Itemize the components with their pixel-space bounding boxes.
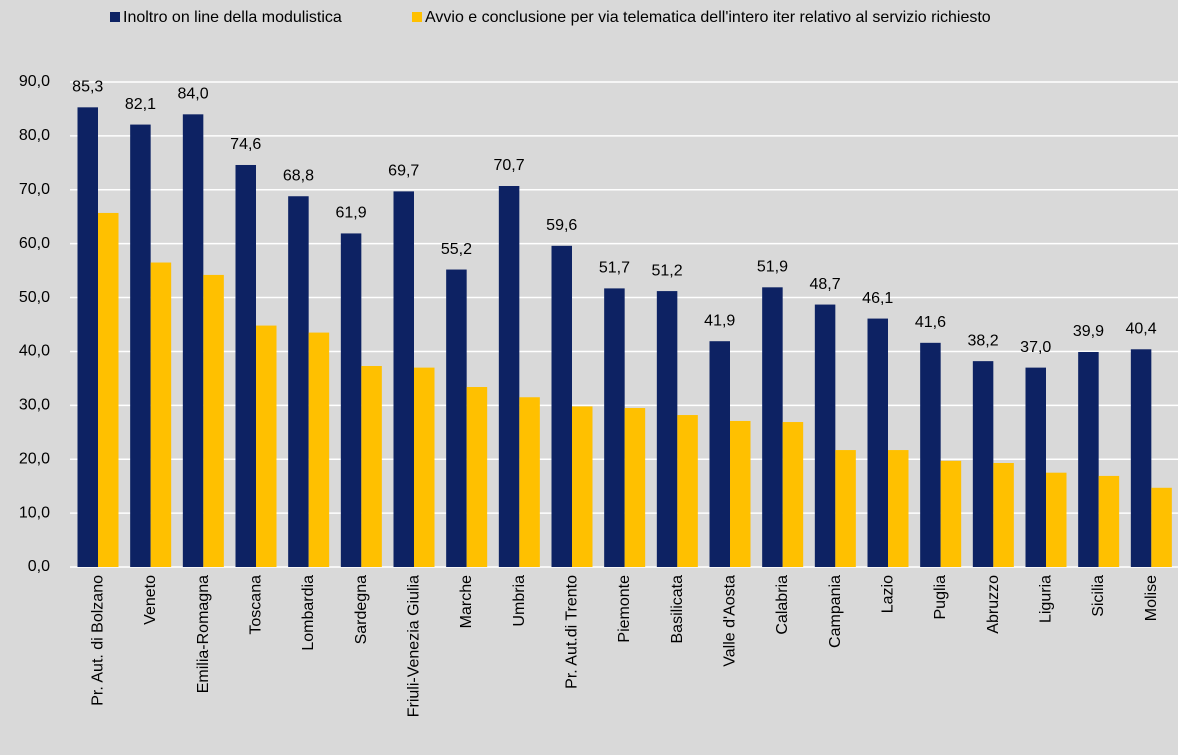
bar [782, 422, 804, 567]
bar [203, 274, 224, 567]
value-label: 38,2 [968, 332, 999, 349]
bar [1098, 475, 1120, 567]
y-tick-label: 90,0 [19, 73, 50, 90]
x-tick-label: Calabria [774, 575, 791, 635]
bar [867, 318, 888, 567]
y-tick-label: 0,0 [28, 558, 50, 575]
bar [130, 124, 151, 568]
bar [98, 212, 119, 567]
bar [308, 332, 330, 567]
x-tick-label: Basilicata [669, 575, 686, 644]
bar [288, 196, 309, 567]
value-label: 41,9 [704, 312, 735, 329]
x-tick-label: Veneto [142, 575, 159, 625]
bar [235, 164, 256, 567]
x-tick-label: Lazio [880, 575, 897, 613]
bar [519, 397, 540, 567]
bar [182, 114, 204, 567]
x-tick-label: Friuli-Venezia Giulia [406, 575, 423, 717]
x-tick-label: Piemonte [616, 575, 633, 643]
bar [551, 245, 572, 568]
x-tick-label: Sardegna [353, 575, 370, 644]
value-label: 55,2 [441, 241, 472, 258]
y-tick-label: 80,0 [19, 127, 50, 144]
value-label: 41,6 [915, 314, 946, 331]
value-label: 37,0 [1020, 339, 1051, 356]
x-tick-label: Abruzzo [985, 575, 1002, 634]
bar [340, 233, 362, 567]
value-label: 51,2 [652, 262, 683, 279]
x-tick-label: Valle d'Aosta [722, 575, 739, 667]
bar [730, 420, 751, 567]
x-tick-label: Marche [458, 575, 475, 628]
bar [624, 408, 646, 567]
bar [1130, 349, 1152, 567]
x-tick-label: Lombardia [300, 575, 317, 651]
bar [920, 342, 941, 567]
value-label: 48,7 [810, 276, 841, 293]
bar [77, 107, 98, 568]
bar [972, 361, 994, 567]
value-label: 59,6 [546, 217, 577, 234]
x-tick-label: Pr. Aut.di Trento [564, 575, 581, 689]
x-tick-label: Sicilia [1090, 575, 1107, 617]
bar [256, 325, 277, 567]
legend-label: Avvio e conclusione per via telematica d… [425, 9, 991, 26]
y-tick-label: 70,0 [19, 181, 50, 198]
x-tick-label: Liguria [1038, 575, 1055, 623]
value-label: 84,0 [178, 86, 209, 103]
bar [1025, 367, 1046, 567]
bar [762, 287, 783, 567]
bar [814, 304, 836, 567]
value-label: 51,9 [757, 259, 788, 276]
value-label: 70,7 [494, 157, 525, 174]
x-tick-label: Campania [827, 575, 844, 648]
bar [1151, 487, 1172, 567]
value-label: 51,7 [599, 260, 630, 277]
legend-swatch [110, 12, 120, 22]
bar [993, 462, 1014, 567]
x-tick-label: Puglia [932, 575, 949, 620]
x-tick-label: Toscana [248, 575, 265, 635]
bar [709, 341, 730, 567]
bar [393, 191, 414, 567]
y-tick-label: 30,0 [19, 397, 50, 414]
x-tick-label: Umbria [511, 575, 528, 627]
value-label: 74,6 [230, 136, 261, 153]
bar [572, 406, 593, 567]
y-tick-label: 20,0 [19, 450, 50, 467]
y-tick-label: 50,0 [19, 289, 50, 306]
x-tick-label: Molise [1143, 575, 1160, 621]
bar [498, 186, 520, 567]
bar [940, 460, 962, 567]
legend-label: Inoltro on line della modulistica [123, 9, 342, 26]
bar [414, 367, 435, 567]
bar [1046, 472, 1067, 567]
bar [677, 415, 698, 567]
value-label: 69,7 [388, 163, 419, 180]
value-label: 39,9 [1073, 323, 1104, 340]
value-label: 85,3 [72, 79, 103, 96]
bar [604, 288, 625, 567]
bar [888, 450, 909, 567]
bar [1078, 351, 1099, 567]
y-tick-label: 60,0 [19, 235, 50, 252]
x-tick-label: Pr. Aut. di Bolzano [90, 575, 107, 706]
bar [466, 387, 488, 567]
x-tick-label: Emilia-Romagna [195, 575, 212, 693]
y-tick-label: 10,0 [19, 504, 50, 521]
value-label: 61,9 [336, 205, 367, 222]
legend-swatch [412, 12, 422, 22]
y-tick-label: 40,0 [19, 343, 50, 360]
value-label: 68,8 [283, 167, 314, 184]
value-label: 46,1 [862, 290, 893, 307]
bar [446, 269, 467, 567]
value-label: 40,4 [1126, 321, 1157, 338]
bar [656, 291, 678, 567]
value-label: 82,1 [125, 96, 156, 113]
bar [150, 262, 172, 567]
bar [835, 450, 856, 567]
bar [361, 365, 382, 567]
